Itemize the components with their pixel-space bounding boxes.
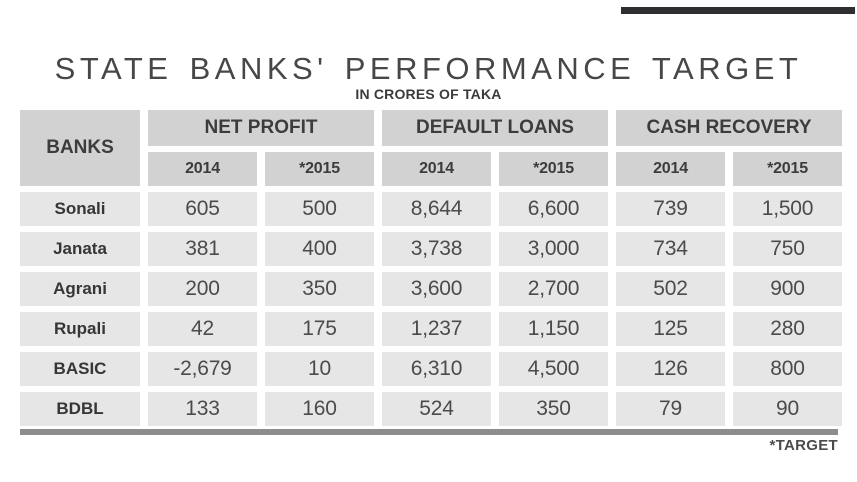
- bank-name: Sonali: [20, 192, 140, 226]
- value-cell: 734: [616, 232, 725, 266]
- column-group-cash-recovery: CASH RECOVERY: [616, 110, 842, 146]
- value-cell: 200: [148, 272, 257, 306]
- value-cell: 126: [616, 352, 725, 386]
- value-cell: 6,310: [382, 352, 491, 386]
- column-header-year: *2015: [499, 152, 608, 186]
- value-cell: 133: [148, 392, 257, 426]
- value-cell: 90: [733, 392, 842, 426]
- value-cell: 2,700: [499, 272, 608, 306]
- value-cell: 900: [733, 272, 842, 306]
- column-header-year: *2015: [733, 152, 842, 186]
- performance-table: BANKS NET PROFIT DEFAULT LOANS CASH RECO…: [20, 110, 842, 426]
- value-cell: 280: [733, 312, 842, 346]
- bank-name: BASIC: [20, 352, 140, 386]
- value-cell: 1,150: [499, 312, 608, 346]
- value-cell: 502: [616, 272, 725, 306]
- column-group-net-profit: NET PROFIT: [148, 110, 374, 146]
- column-header-year: 2014: [148, 152, 257, 186]
- value-cell: 6,600: [499, 192, 608, 226]
- value-cell: 79: [616, 392, 725, 426]
- bottom-rule: [20, 429, 838, 435]
- target-footnote: *TARGET: [769, 437, 838, 454]
- value-cell: 500: [265, 192, 374, 226]
- unit-subtitle: IN CRORES OF TAKA: [355, 86, 502, 102]
- value-cell: 1,237: [382, 312, 491, 346]
- value-cell: 3,738: [382, 232, 491, 266]
- column-header-year: 2014: [382, 152, 491, 186]
- value-cell: 524: [382, 392, 491, 426]
- value-cell: 350: [499, 392, 608, 426]
- column-header-year: *2015: [265, 152, 374, 186]
- top-accent-bar: [621, 7, 855, 14]
- value-cell: 605: [148, 192, 257, 226]
- value-cell: 10: [265, 352, 374, 386]
- bank-name: Agrani: [20, 272, 140, 306]
- value-cell: 739: [616, 192, 725, 226]
- column-header-banks: BANKS: [20, 110, 140, 186]
- value-cell: 3,600: [382, 272, 491, 306]
- value-cell: 160: [265, 392, 374, 426]
- page-title: STATE BANKS' PERFORMANCE TARGET: [54, 51, 803, 86]
- value-cell: -2,679: [148, 352, 257, 386]
- value-cell: 4,500: [499, 352, 608, 386]
- value-cell: 750: [733, 232, 842, 266]
- value-cell: 350: [265, 272, 374, 306]
- value-cell: 800: [733, 352, 842, 386]
- value-cell: 400: [265, 232, 374, 266]
- column-header-year: 2014: [616, 152, 725, 186]
- value-cell: 381: [148, 232, 257, 266]
- column-group-default-loans: DEFAULT LOANS: [382, 110, 608, 146]
- bank-name: Rupali: [20, 312, 140, 346]
- value-cell: 1,500: [733, 192, 842, 226]
- value-cell: 8,644: [382, 192, 491, 226]
- bank-name: Janata: [20, 232, 140, 266]
- value-cell: 125: [616, 312, 725, 346]
- value-cell: 42: [148, 312, 257, 346]
- bank-name: BDBL: [20, 392, 140, 426]
- value-cell: 3,000: [499, 232, 608, 266]
- value-cell: 175: [265, 312, 374, 346]
